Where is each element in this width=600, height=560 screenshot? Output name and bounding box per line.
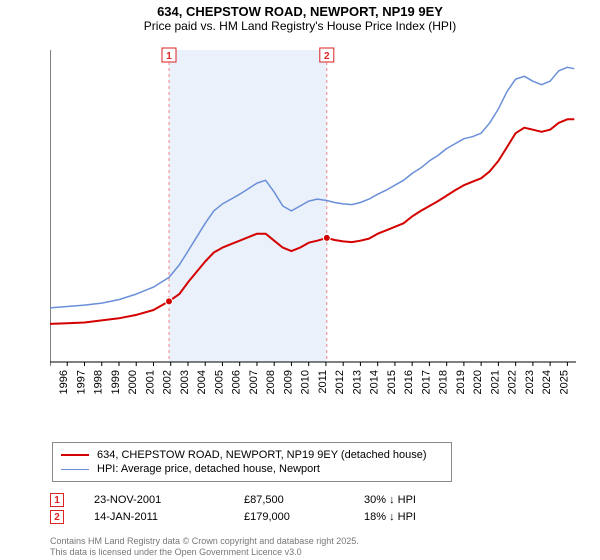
chart-svg: £0£50K£100K£150K£200K£250K£300K£350K£400… xyxy=(50,46,580,406)
footer-line1: Contains HM Land Registry data © Crown c… xyxy=(50,536,359,547)
svg-text:1: 1 xyxy=(166,51,172,62)
svg-text:2007: 2007 xyxy=(248,370,260,394)
svg-text:2012: 2012 xyxy=(334,370,346,394)
footer-line2: This data is licensed under the Open Gov… xyxy=(50,547,359,558)
svg-text:2000: 2000 xyxy=(127,370,139,394)
legend-label: HPI: Average price, detached house, Newp… xyxy=(97,463,320,475)
svg-text:2005: 2005 xyxy=(213,370,225,394)
svg-text:1998: 1998 xyxy=(93,370,105,394)
sale-price: £87,500 xyxy=(244,494,364,506)
legend: 634, CHEPSTOW ROAD, NEWPORT, NP19 9EY (d… xyxy=(52,442,452,482)
svg-text:2009: 2009 xyxy=(282,370,294,394)
svg-text:1995: 1995 xyxy=(50,370,53,394)
svg-text:2002: 2002 xyxy=(162,370,174,394)
svg-text:2006: 2006 xyxy=(231,370,243,394)
sale-row: 2 14-JAN-2011 £179,000 18% ↓ HPI xyxy=(50,510,484,524)
svg-text:2017: 2017 xyxy=(420,370,432,394)
sale-price: £179,000 xyxy=(244,511,364,523)
svg-text:2018: 2018 xyxy=(438,370,450,394)
svg-text:2008: 2008 xyxy=(265,370,277,394)
sale-date: 14-JAN-2011 xyxy=(94,511,244,523)
legend-item-hpi: HPI: Average price, detached house, Newp… xyxy=(61,463,443,475)
sale-row: 1 23-NOV-2001 £87,500 30% ↓ HPI xyxy=(50,493,484,507)
svg-text:2025: 2025 xyxy=(558,370,570,394)
legend-swatch xyxy=(61,469,89,470)
svg-text:1996: 1996 xyxy=(58,370,70,394)
svg-text:1997: 1997 xyxy=(75,370,87,394)
svg-text:2013: 2013 xyxy=(351,370,363,394)
svg-text:2014: 2014 xyxy=(369,370,381,394)
sales-table: 1 23-NOV-2001 £87,500 30% ↓ HPI 2 14-JAN… xyxy=(50,490,484,527)
svg-text:2023: 2023 xyxy=(524,370,536,394)
svg-text:2024: 2024 xyxy=(541,370,553,394)
legend-item-price-paid: 634, CHEPSTOW ROAD, NEWPORT, NP19 9EY (d… xyxy=(61,449,443,461)
title-line1: 634, CHEPSTOW ROAD, NEWPORT, NP19 9EY xyxy=(0,4,600,19)
sale-date: 23-NOV-2001 xyxy=(94,494,244,506)
title-line2: Price paid vs. HM Land Registry's House … xyxy=(0,19,600,33)
svg-text:2021: 2021 xyxy=(489,370,501,394)
title-block: 634, CHEPSTOW ROAD, NEWPORT, NP19 9EY Pr… xyxy=(0,0,600,33)
svg-text:2003: 2003 xyxy=(179,370,191,394)
legend-swatch xyxy=(61,454,89,456)
svg-text:2016: 2016 xyxy=(403,370,415,394)
svg-text:2001: 2001 xyxy=(144,370,156,394)
sale-marker-icon: 2 xyxy=(50,510,64,524)
svg-text:2020: 2020 xyxy=(472,370,484,394)
svg-text:2004: 2004 xyxy=(196,370,208,394)
svg-text:1999: 1999 xyxy=(110,370,122,394)
chart-area: £0£50K£100K£150K£200K£250K£300K£350K£400… xyxy=(50,46,580,406)
svg-text:2: 2 xyxy=(324,51,330,62)
svg-text:2011: 2011 xyxy=(317,370,329,394)
svg-text:2019: 2019 xyxy=(455,370,467,394)
legend-label: 634, CHEPSTOW ROAD, NEWPORT, NP19 9EY (d… xyxy=(97,449,427,461)
sale-delta: 30% ↓ HPI xyxy=(364,494,484,506)
svg-text:2022: 2022 xyxy=(507,370,519,394)
svg-text:2015: 2015 xyxy=(386,370,398,394)
svg-text:2010: 2010 xyxy=(300,370,312,394)
figure-root: 634, CHEPSTOW ROAD, NEWPORT, NP19 9EY Pr… xyxy=(0,0,600,560)
sale-delta: 18% ↓ HPI xyxy=(364,511,484,523)
sale-marker-icon: 1 xyxy=(50,493,64,507)
footer: Contains HM Land Registry data © Crown c… xyxy=(50,536,359,558)
